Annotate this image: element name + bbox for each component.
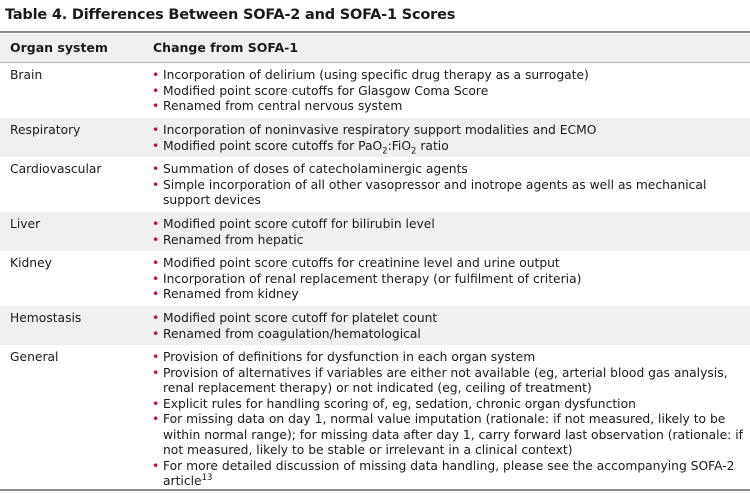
change-item: Summation of doses of catecholaminergic … [151,162,743,178]
change-item: Renamed from kidney [151,287,743,303]
change-item: Modified point score cutoffs for PaO2:Fi… [151,139,743,156]
change-item: Renamed from hepatic [151,233,743,249]
header-organ-system: Organ system [10,40,108,55]
table-row-general: General Provision of definitions for dys… [0,345,750,494]
change-list: Modified point score cutoff for bilirubi… [151,212,743,248]
change-item: Incorporation of delirium (using specifi… [151,68,743,84]
reference-superscript: 13 [201,472,213,483]
sofa-differences-table: Organ system Change from SOFA-1 Brain In… [0,34,750,494]
table-row-kidney: Kidney Modified point score cutoffs for … [0,251,750,306]
change-item: Incorporation of renal replacement thera… [151,272,743,288]
change-item: Modified point score cutoff for bilirubi… [151,217,743,233]
change-item: Renamed from central nervous system [151,99,743,115]
change-list: Incorporation of delirium (using specifi… [151,63,743,115]
change-list: Incorporation of noninvasive respiratory… [151,118,743,156]
change-list: Summation of doses of catecholaminergic … [151,157,743,209]
change-item: Renamed from coagulation/hematological [151,327,743,343]
table-row-respiratory: Respiratory Incorporation of noninvasive… [0,118,750,157]
change-item: Provision of alternatives if variables a… [151,366,743,397]
bottom-divider [0,489,750,491]
organ-label: Liver [10,217,41,231]
table-title: Table 4. Differences Between SOFA-2 and … [5,7,456,23]
table-row-brain: Brain Incorporation of delirium (using s… [0,63,750,118]
organ-label: Kidney [10,256,52,270]
table-row-liver: Liver Modified point score cutoff for bi… [0,212,750,251]
change-item: Provision of definitions for dysfunction… [151,350,743,366]
organ-label: Brain [10,68,43,82]
organ-label: Cardiovascular [10,162,102,176]
change-list: Modified point score cutoff for platelet… [151,306,743,342]
header-change: Change from SOFA-1 [153,40,299,55]
change-item: Modified point score cutoff for platelet… [151,311,743,327]
change-list: Provision of definitions for dysfunction… [151,345,743,490]
change-item: Simple incorporation of all other vasopr… [151,178,743,209]
organ-label: Hemostasis [10,311,82,325]
change-item: Explicit rules for handling scoring of, … [151,397,743,413]
change-item: Modified point score cutoffs for Glasgow… [151,84,743,100]
change-item: For more detailed discussion of missing … [151,459,743,490]
change-list: Modified point score cutoffs for creatin… [151,251,743,303]
change-item: Modified point score cutoffs for creatin… [151,256,743,272]
change-item: For missing data on day 1, normal value … [151,412,743,459]
organ-label: General [10,350,59,364]
table-header: Organ system Change from SOFA-1 [0,34,750,63]
table-row-cardiovascular: Cardiovascular Summation of doses of cat… [0,157,750,212]
change-item: Incorporation of noninvasive respiratory… [151,123,743,139]
organ-label: Respiratory [10,123,81,137]
title-divider [0,31,750,33]
table-row-hemostasis: Hemostasis Modified point score cutoff f… [0,306,750,345]
